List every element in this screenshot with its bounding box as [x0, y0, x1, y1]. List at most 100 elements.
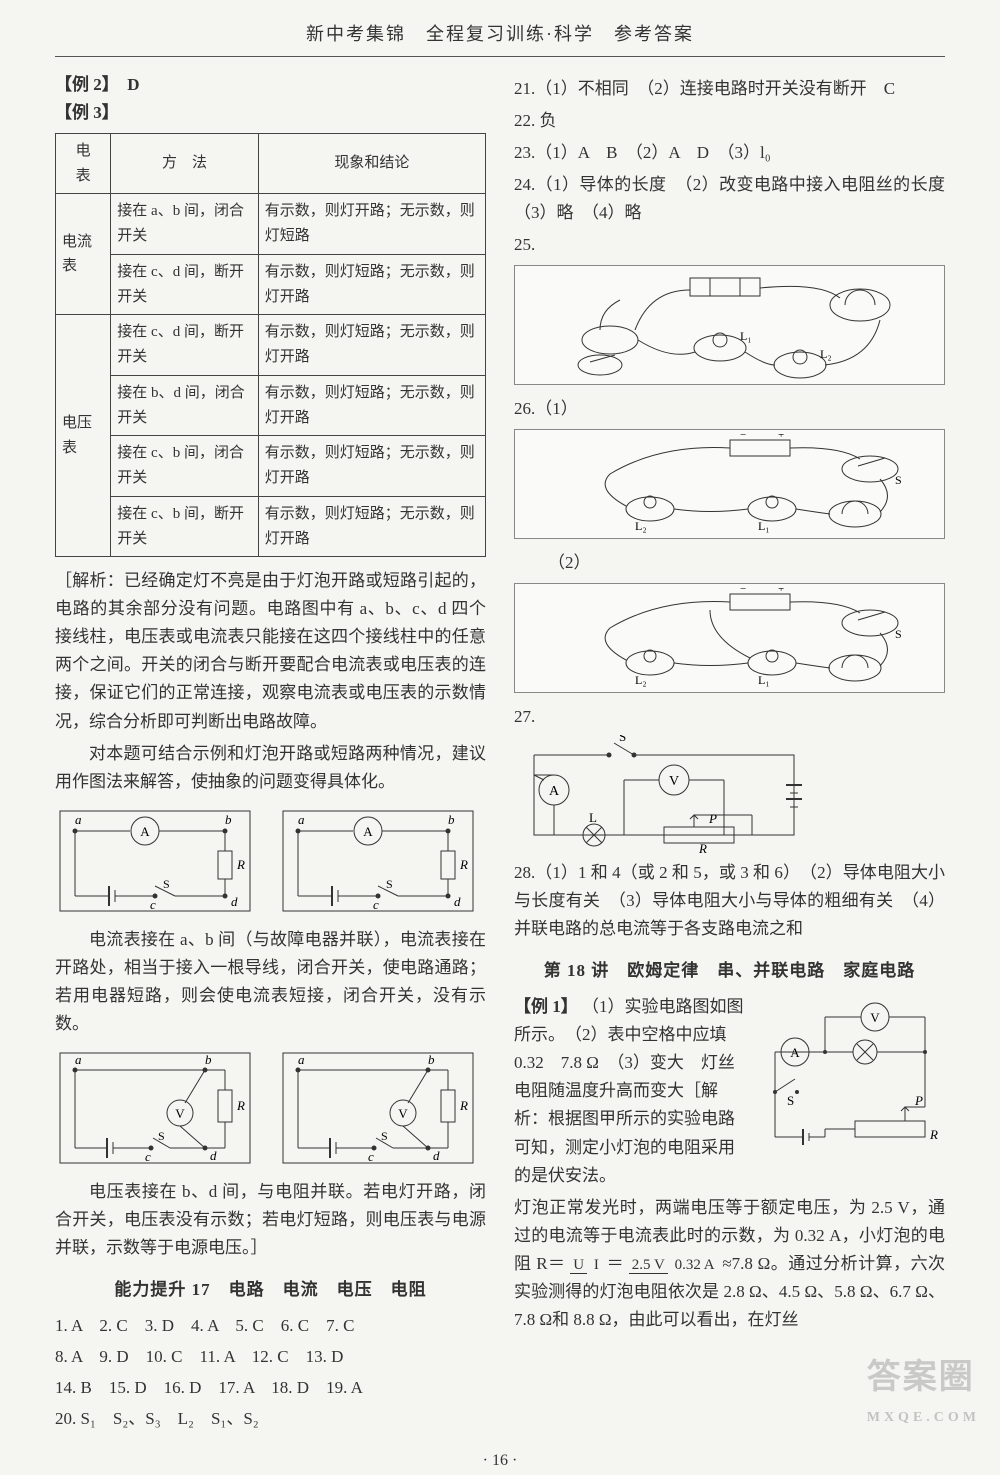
svg-text:b: b	[225, 812, 232, 827]
mcq-line-4: 20. S₁ S₂、S₃ L₂ S₁、S₂	[55, 1405, 486, 1433]
watermark-sub: MXQE.COM	[867, 1406, 980, 1429]
q21: 21.（1）不相同 （2）连接电路时开关没有断开 C	[514, 75, 945, 103]
page-header: 新中考集锦 全程复习训练·科学 参考答案	[55, 20, 945, 57]
cell: 有示数，则灯短路；无示数，则灯开路	[258, 496, 485, 557]
frac-bot: I	[591, 1257, 602, 1273]
circuit2-caption: 电压表接在 b、d 间，与电阻并联。若电灯开路，闭合开关，电压表没有示数；若电灯…	[55, 1178, 486, 1262]
example-3-table: 电 表 方 法 现象和结论 电流表 接在 a、b 间，闭合开关 有示数，则灯开路…	[55, 133, 486, 558]
svg-text:V: V	[175, 1106, 185, 1121]
cell: 接在 c、d 间，断开开关	[111, 315, 258, 376]
svg-text:L₂: L₂	[820, 347, 832, 361]
analysis-p1: ［解析：已经确定灯不亮是由于灯泡开路或短路引起的，电路的其余部分没有问题。电路图…	[55, 567, 486, 735]
cell-ammeter: 电流表	[56, 194, 111, 315]
svg-text:d: d	[231, 894, 238, 909]
cell: 接在 b、d 间，闭合开关	[111, 375, 258, 436]
mcq-line-3: 14. B 15. D 16. D 17. A 18. D 19. A	[55, 1374, 486, 1402]
svg-text:A: A	[363, 824, 373, 839]
cell: 接在 c、b 间，断开开关	[111, 496, 258, 557]
left-column: 【例 2】 D 【例 3】 电 表 方 法 现象和结论 电流表 接在 a、b 间…	[55, 71, 486, 1437]
frac-bot-2: 0.32 A	[672, 1257, 718, 1273]
ex1-label: 【例 1】	[514, 997, 578, 1016]
frac-top-2: 2.5 V	[629, 1257, 668, 1274]
svg-text:R: R	[459, 857, 468, 872]
svg-text:b: b	[448, 812, 455, 827]
equals-sign: ＝	[607, 1254, 624, 1273]
two-column-layout: 【例 2】 D 【例 3】 电 表 方 法 现象和结论 电流表 接在 a、b 间…	[55, 71, 945, 1437]
svg-text:−: −	[740, 588, 746, 595]
svg-text:+: +	[778, 588, 784, 595]
page-number: · 16 ·	[55, 1448, 945, 1474]
svg-text:L₁: L₁	[758, 673, 770, 687]
svg-text:c: c	[373, 897, 379, 912]
q22: 22. 负	[514, 107, 945, 135]
fraction-values: 2.5 V 0.32 A	[629, 1257, 718, 1274]
mcq-line-1: 1. A 2. C 3. D 4. A 5. C 6. C 7. C	[55, 1312, 486, 1340]
watermark: 答案圈 MXQE.COM	[867, 1350, 980, 1429]
svg-text:R: R	[698, 841, 707, 855]
svg-text:a: a	[75, 812, 82, 827]
svg-text:c: c	[145, 1149, 151, 1164]
svg-text:S: S	[381, 1129, 388, 1143]
svg-text:A: A	[549, 784, 560, 799]
cell: 接在 c、b 间，闭合开关	[111, 436, 258, 497]
svg-text:L₂: L₂	[635, 673, 647, 687]
svg-text:a: a	[298, 812, 305, 827]
svg-text:S: S	[158, 1129, 165, 1143]
svg-text:c: c	[368, 1149, 374, 1164]
q23: 23.（1）A B （2）A D （3）l₀	[514, 139, 945, 167]
cell: 接在 c、d 间，断开开关	[111, 254, 258, 315]
example-3-label: 【例 3】	[55, 99, 486, 127]
svg-text:S: S	[619, 735, 626, 744]
svg-text:P: P	[708, 811, 717, 826]
svg-text:S: S	[163, 877, 170, 891]
svg-text:S: S	[895, 627, 902, 641]
svg-text:L₁: L₁	[740, 329, 752, 343]
svg-text:b: b	[428, 1052, 435, 1067]
watermark-text: 答案圈	[867, 1359, 975, 1396]
svg-text:d: d	[454, 894, 461, 909]
q25-label: 25.	[514, 231, 945, 259]
svg-text:R: R	[929, 1127, 938, 1142]
circuit-2-right: a b V R d	[278, 1048, 487, 1168]
right-column: 21.（1）不相同 （2）连接电路时开关没有断开 C 22. 负 23.（1）A…	[514, 71, 945, 1437]
svg-text:a: a	[75, 1052, 82, 1067]
svg-text:L₁: L₁	[758, 519, 770, 533]
cell: 接在 a、b 间，闭合开关	[111, 194, 258, 255]
mcq-line-2: 8. A 9. D 10. C 11. A 12. C 13. D	[55, 1343, 486, 1371]
circuit-pair-1: A a b R d S	[55, 806, 486, 916]
example-1: V A	[514, 993, 945, 1334]
circuit-pair-2: a b V R d	[55, 1048, 486, 1168]
svg-text:R: R	[236, 1098, 245, 1113]
ammeter-icon: A	[140, 824, 150, 839]
circuit1-caption: 电流表接在 a、b 间（与故障电器并联），电流表接在开路处，相当于接入一根导线，…	[55, 926, 486, 1038]
analysis-p2: 对本题可结合示例和灯泡开路或短路两种情况，建议用作图法来解答，使抽象的问题变得具…	[55, 740, 486, 796]
svg-text:+: +	[778, 434, 784, 441]
svg-text:S: S	[386, 877, 393, 891]
svg-text:L: L	[589, 810, 597, 825]
cell: 有示数，则灯短路；无示数，则灯开路	[258, 436, 485, 497]
q26-2-label: （2）	[514, 549, 945, 577]
cell: 有示数，则灯短路；无示数，则灯开路	[258, 375, 485, 436]
th-result: 现象和结论	[258, 133, 485, 194]
svg-text:P: P	[914, 1093, 923, 1108]
th-meter: 电 表	[56, 133, 111, 194]
svg-text:c: c	[150, 897, 156, 912]
fraction-u-over-i: U I	[570, 1257, 602, 1274]
svg-text:d: d	[433, 1148, 440, 1163]
lesson-18-title: 第 18 讲 欧姆定律 串、并联电路 家庭电路	[514, 957, 945, 985]
q26-1-diagram: +− S L₂ L₁	[514, 429, 945, 539]
cell-voltmeter: 电压表	[56, 315, 111, 557]
svg-text:a: a	[298, 1052, 305, 1067]
svg-text:−: −	[740, 434, 746, 441]
svg-text:R: R	[236, 857, 245, 872]
ex1-circuit-diagram: V A	[755, 997, 945, 1157]
q27-label: 27.	[514, 703, 945, 731]
circuit-2-left: a b V R d	[55, 1048, 264, 1168]
q26-label: 26.（1）	[514, 395, 945, 423]
svg-text:b: b	[205, 1052, 212, 1067]
svg-text:V: V	[669, 774, 679, 789]
cell: 有示数，则灯开路；无示数，则灯短路	[258, 194, 485, 255]
svg-text:V: V	[398, 1106, 408, 1121]
svg-text:L₂: L₂	[635, 519, 647, 533]
th-method: 方 法	[111, 133, 258, 194]
